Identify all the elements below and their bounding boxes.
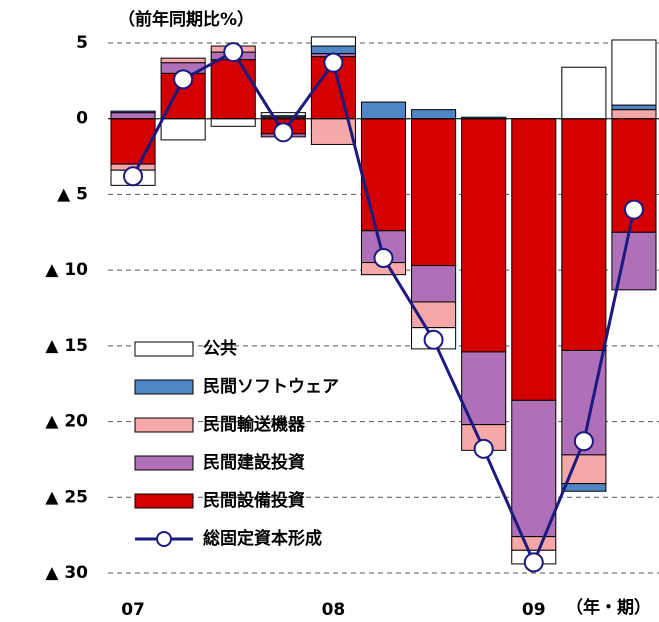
line-marker <box>273 122 294 143</box>
legend-label: 民間建設投資 <box>203 452 305 473</box>
bar-segment <box>411 118 457 267</box>
line-marker <box>473 438 494 459</box>
x-axis-label: （年・期） <box>566 597 651 618</box>
y-tick-label: 5 <box>76 33 88 53</box>
line-marker <box>423 329 444 350</box>
bar-segment <box>210 59 256 120</box>
legend-swatch <box>134 493 194 509</box>
legend-swatch <box>134 455 194 471</box>
line-marker <box>623 199 644 220</box>
bar-segment <box>360 101 407 120</box>
legend-label: 民間輸送機器 <box>203 414 306 435</box>
legend-label: 総固定資本形成 <box>203 528 322 549</box>
line-marker <box>523 552 544 573</box>
bar-segment <box>210 118 256 127</box>
bar-segment <box>310 36 356 47</box>
line-marker <box>173 69 194 90</box>
line-marker <box>373 248 394 269</box>
bar-segment <box>611 104 657 111</box>
line-marker <box>573 431 594 452</box>
legend-label: 公共 <box>203 339 237 359</box>
bar-segment <box>461 351 507 426</box>
y-tick-label: ▲ 30 <box>45 563 88 583</box>
bar-segment <box>461 118 507 353</box>
y-tick-label: ▲ 10 <box>45 260 88 280</box>
bar-segment <box>110 118 156 165</box>
legend-swatch <box>134 341 194 357</box>
bar-segment <box>110 112 156 120</box>
bar-segment <box>611 39 657 106</box>
bar-segment <box>561 483 607 492</box>
y-tick-label: ▲ 5 <box>57 184 88 204</box>
x-tick-label: 07 <box>121 600 145 620</box>
bar-segment <box>611 109 657 120</box>
bar-segment <box>360 118 407 232</box>
bar-segment <box>561 66 607 120</box>
line-marker <box>123 166 144 187</box>
bar-segment <box>411 109 457 120</box>
bar-segment <box>110 110 156 114</box>
bar-segment <box>511 399 557 538</box>
legend-label: 民間ソフトウェア <box>203 377 339 397</box>
bar-segment <box>260 112 306 117</box>
legend-label: 民間設備投資 <box>203 490 305 511</box>
y-axis-label: （前年同期比%） <box>118 9 254 30</box>
bar-segment <box>511 118 557 401</box>
legend-marker <box>156 531 172 547</box>
y-tick-label: ▲ 15 <box>45 336 88 356</box>
bar-segment <box>160 57 206 64</box>
bar-segment <box>561 118 607 351</box>
y-tick-label: ▲ 25 <box>45 487 88 507</box>
x-tick-label: 09 <box>522 600 546 620</box>
legend-swatch <box>134 417 194 433</box>
bar-segment <box>411 265 457 303</box>
y-tick-label: 0 <box>76 109 88 129</box>
bar-segment <box>511 536 557 551</box>
bar-segment <box>160 118 206 141</box>
bar-segment <box>310 45 356 55</box>
line-marker <box>223 42 244 63</box>
y-tick-label: ▲ 20 <box>45 412 88 432</box>
legend-swatch <box>134 379 194 395</box>
x-tick-label: 08 <box>322 600 346 620</box>
line-marker <box>323 52 344 73</box>
